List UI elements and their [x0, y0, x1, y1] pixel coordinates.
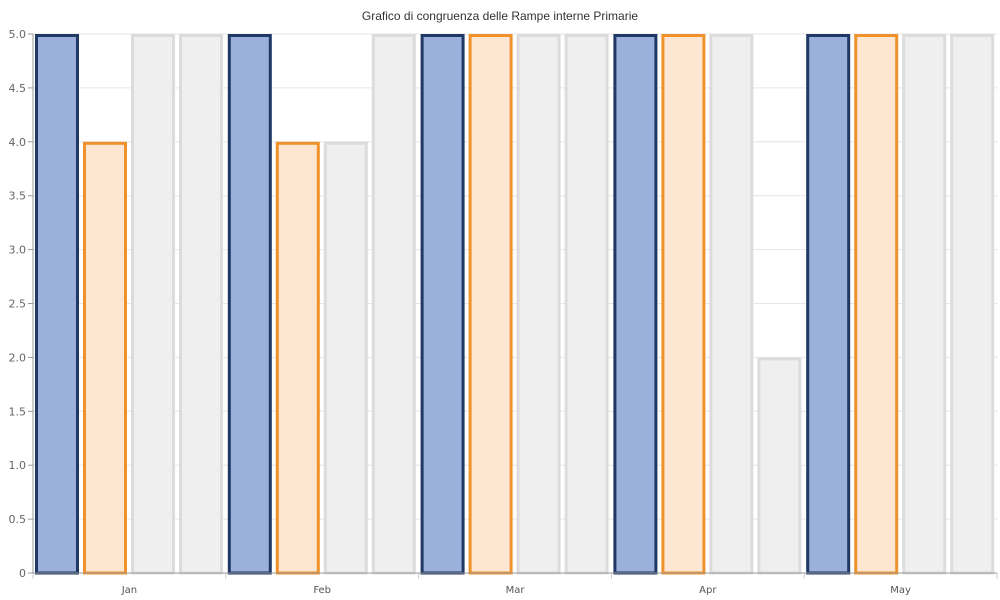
y-tick-label: 0	[19, 567, 26, 580]
bar-apr-series-1	[613, 34, 658, 575]
y-tick-label: 3.0	[9, 244, 27, 257]
y-tick-label: 4.0	[9, 136, 27, 149]
bar-feb-series-4	[371, 34, 416, 575]
y-tick-label: 2.5	[9, 298, 27, 311]
bar-feb-series-3	[323, 141, 368, 575]
bar-mar-series-2	[468, 34, 513, 575]
axes: 0 0.5 1.0 1.5 2.0 2.5 3.0 3.5 4.0 4.5 5.0 Jan Feb Mar…	[9, 28, 998, 596]
bar-jan-series-2	[83, 141, 127, 575]
y-tick-label: 0.5	[9, 513, 27, 526]
x-tick-label: Jan	[121, 585, 137, 596]
bar-apr-series-3	[709, 34, 754, 575]
y-tick-label: 1.5	[9, 405, 27, 418]
bar-may-series-4	[950, 34, 995, 575]
y-tick-label: 5.0	[9, 28, 27, 41]
bar-may-series-2	[854, 34, 899, 575]
bar-feb-series-2	[275, 141, 320, 575]
bar-may-series-1	[806, 34, 851, 575]
x-tick-label: Feb	[313, 585, 331, 596]
bar-jan-series-4	[179, 34, 223, 575]
grid-lines	[33, 33, 997, 520]
x-tick-label: May	[890, 585, 911, 596]
bar-feb-series-1	[227, 34, 272, 575]
bar-jan-series-1	[35, 34, 79, 575]
bar-mar-series-3	[516, 34, 561, 575]
y-tick-label: 4.5	[9, 82, 27, 95]
x-tick-label: Mar	[506, 585, 526, 596]
y-tick-label: 2.0	[9, 351, 27, 364]
x-tick-label: Apr	[699, 585, 717, 596]
bar-mar-series-1	[420, 34, 465, 575]
bar-apr-series-2	[661, 34, 706, 575]
bar-mar-series-4	[564, 34, 609, 575]
y-tick-label: 1.0	[9, 459, 27, 472]
bar-apr-series-4	[757, 357, 802, 575]
bars	[35, 34, 995, 575]
chart-title: Grafico di congruenza delle Rampe intern…	[361, 9, 639, 23]
bar-may-series-3	[902, 34, 947, 575]
bar-jan-series-3	[131, 34, 175, 575]
y-tick-label: 3.5	[9, 190, 27, 203]
